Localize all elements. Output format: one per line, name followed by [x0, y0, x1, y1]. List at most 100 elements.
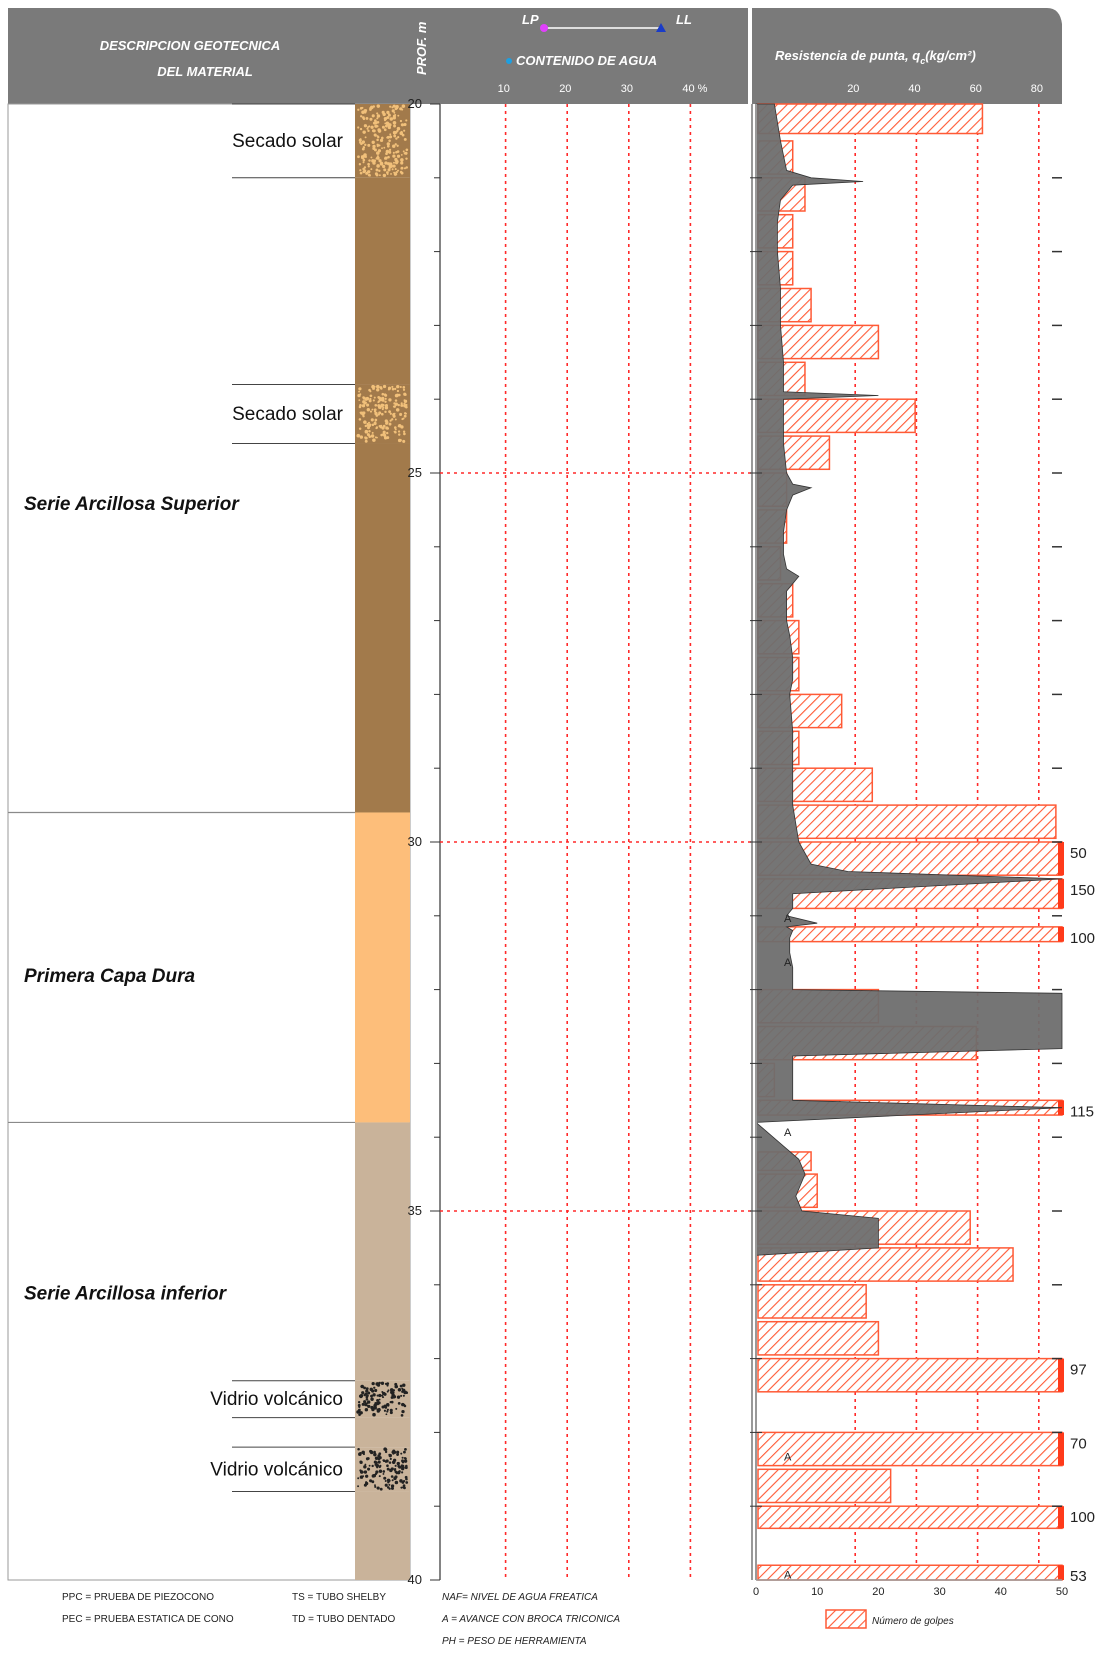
speckle-dot [385, 1413, 388, 1416]
speckle-dot [373, 148, 377, 152]
speckle-dot [359, 141, 362, 144]
speckle-dot [393, 405, 396, 408]
speckle-dot [370, 434, 375, 438]
speckle-dot [363, 169, 367, 173]
speckle-dot [380, 412, 384, 416]
speckle-dot [365, 1397, 369, 1401]
speckle-dot [394, 387, 397, 391]
speckle-dot [401, 1402, 405, 1407]
speckle-dot [374, 172, 378, 176]
speckle-dot [376, 120, 380, 124]
speckle-dot [403, 399, 408, 403]
header-left-band [8, 8, 410, 104]
speckle-dot [387, 155, 390, 159]
speckle-dot [373, 159, 377, 163]
speckle-dot [400, 425, 404, 429]
speckle-dot [394, 393, 399, 398]
blow-count-label: 150 [1070, 882, 1095, 899]
speckle-dot [389, 1457, 392, 1461]
speckle-dot [404, 393, 407, 396]
speckle-dot [402, 1394, 405, 1397]
speckle-dot [374, 1463, 377, 1466]
speckle-dot [361, 412, 365, 416]
speckle-dot [391, 418, 394, 421]
speckle-dot [397, 438, 402, 443]
strata-column: Secado solar Secado solar Vidrio volcánico… [7, 103, 411, 1581]
speckle-dot [359, 127, 363, 131]
speckle-dot [359, 171, 363, 175]
speckle-dot [385, 171, 389, 174]
speckle-dot [388, 148, 392, 152]
blows-tick-label: 50 [1056, 1586, 1068, 1598]
speckle-dot [369, 117, 373, 121]
speckle-dot [402, 386, 406, 389]
speckle-dot [374, 1456, 379, 1460]
speckle-dot [383, 1476, 387, 1480]
speckle-dot [400, 402, 403, 405]
water-tick-label: 20 [559, 83, 571, 95]
speckle-dot [403, 167, 407, 170]
speckle-dot [366, 422, 369, 426]
speckle-dot [376, 1394, 379, 1397]
speckle-dot [398, 433, 401, 436]
speckle-dot [394, 1475, 397, 1478]
speckle-dot [396, 126, 401, 131]
speckle-dot [403, 1486, 406, 1490]
description-title-1: DESCRIPCION GEOTECNICA [100, 38, 281, 53]
speckle-dot [374, 1461, 378, 1465]
speckle-dot [389, 117, 394, 121]
speckle-dot [371, 385, 374, 389]
speckle-dot [399, 412, 403, 416]
speckle-dot [394, 1480, 399, 1485]
speckle-dot [381, 1405, 385, 1409]
speckle-dot [386, 135, 390, 139]
blow-count-label: 100 [1070, 930, 1095, 947]
speckle-dot [380, 1381, 385, 1385]
legend-item: TS = TUBO SHELBY [292, 1592, 386, 1603]
speckle-dot [390, 1486, 394, 1490]
speckle-dot [386, 436, 390, 440]
speckle-dot [361, 1402, 365, 1406]
speckle-dot [396, 1453, 399, 1456]
speckle-dot [374, 119, 377, 122]
speckle-dot [397, 1388, 402, 1392]
speckle-dot [377, 404, 381, 408]
speckle-dot [403, 404, 407, 408]
speckle-dot [372, 1393, 376, 1397]
speckle-dot [364, 1392, 368, 1396]
speckle-dot [359, 107, 363, 110]
speckle-dot [358, 405, 362, 409]
speckle-dot [362, 158, 366, 162]
speckle-dot [365, 1474, 369, 1478]
speckle-dot [364, 401, 367, 404]
speckle-dot [368, 159, 371, 162]
speckle-dot [400, 1486, 403, 1489]
speckle-dot [383, 119, 387, 122]
header-depth-band [410, 8, 440, 104]
speckle-dot [386, 427, 390, 430]
stratum-5 [355, 1122, 410, 1381]
speckle-dot [377, 1460, 381, 1464]
speckle-dot [404, 151, 408, 155]
speckle-dot [402, 388, 406, 391]
speckle-dot [396, 144, 399, 147]
blows-tick-label: 30 [933, 1586, 945, 1598]
speckle-dot [396, 389, 400, 393]
speckle-dot [358, 163, 362, 166]
speckle-dot [376, 1408, 380, 1412]
speckle-dot [364, 429, 369, 434]
speckle-dot [363, 1400, 367, 1404]
speckle-dot [384, 410, 387, 414]
speckle-dot [376, 164, 380, 168]
speckle-dot [400, 1452, 403, 1455]
speckle-dot [375, 168, 379, 172]
depth-tick-label: 25 [408, 465, 422, 480]
blow-count-cap [1058, 1432, 1064, 1466]
speckle-dot [374, 1484, 376, 1487]
speckle-dot [373, 421, 377, 426]
speckle-dot [392, 104, 396, 108]
speckle-dot [392, 151, 395, 154]
speckle-dot [387, 168, 391, 172]
speckle-dot [367, 162, 370, 166]
speckle-dot [381, 426, 385, 430]
